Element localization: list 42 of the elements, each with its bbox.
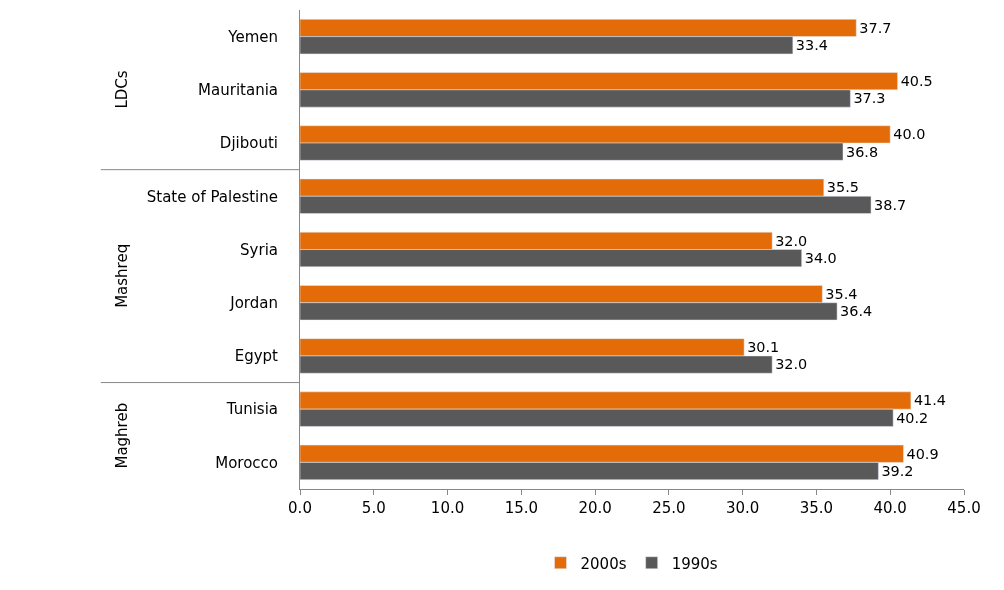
data-label: 33.4 (795, 37, 828, 54)
x-tick-label: 25.0 (652, 499, 686, 517)
y-tick-label: Syria (240, 240, 278, 259)
y-tick-label: State of Palestine (146, 187, 278, 206)
data-label: 37.3 (853, 90, 886, 107)
y-tick-label: Mauritania (198, 81, 278, 100)
data-label: 34.0 (804, 249, 837, 266)
text: Mashreq (112, 243, 131, 308)
data-label: 35.5 (826, 179, 859, 196)
data-label: 32.0 (775, 232, 808, 249)
y-tick-label: Egypt (234, 347, 279, 366)
data-label: 40.9 (906, 445, 939, 462)
legend-label: 2000s (580, 554, 627, 573)
y-tick-label: Jordan (229, 293, 278, 312)
data-label: 38.7 (874, 196, 907, 213)
data-label: 36.4 (840, 303, 873, 320)
x-tick-label: 0.0 (288, 499, 312, 517)
x-tick-label: 30.0 (725, 499, 760, 517)
data-label: 40.5 (900, 72, 933, 89)
data-label: 37.7 (859, 19, 892, 36)
text: Maghreb (112, 402, 131, 469)
text: LDCs (112, 70, 131, 109)
x-tick-label: 20.0 (578, 499, 612, 517)
y-tick-label: Yemen (227, 27, 278, 46)
data-label: 36.8 (846, 143, 879, 160)
data-label: 40.0 (893, 126, 926, 143)
y-tick-label: Tunisia (225, 400, 278, 419)
data-label: 30.1 (747, 339, 780, 356)
x-tick-label: 10.0 (430, 499, 465, 517)
x-tick-label: 15.0 (504, 499, 539, 517)
legend-label: 1990s (671, 554, 718, 573)
data-label: 41.4 (913, 392, 946, 409)
y-tick-label: Djibouti (219, 134, 278, 153)
y-tick-label: Morocco (215, 453, 278, 472)
x-tick-label: 45.0 (947, 499, 981, 517)
x-tick-label: 40.0 (873, 499, 907, 517)
data-label: 32.0 (775, 356, 808, 373)
data-label: 39.2 (881, 462, 914, 479)
data-label: 40.2 (896, 409, 929, 426)
data-label: 35.4 (825, 285, 858, 302)
x-tick-label: 5.0 (361, 499, 386, 517)
x-tick-label: 35.0 (799, 499, 834, 517)
